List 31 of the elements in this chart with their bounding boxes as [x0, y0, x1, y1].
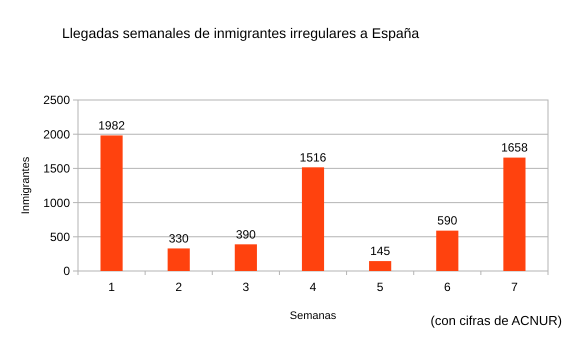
x-axis-title: Semanas [290, 310, 337, 322]
text: (con cifras de ACNUR) [430, 313, 562, 328]
y-tick-label: 1000 [43, 196, 70, 210]
bar [100, 135, 123, 271]
chart-title: Llegadas semanales de inmigrantes irregulares a España [62, 25, 420, 41]
y-tick-label: 0 [63, 264, 70, 278]
data-label: 1658 [501, 140, 528, 155]
data-label: 1982 [98, 118, 126, 132]
y-tick-label: 500 [50, 230, 70, 244]
x-tick-label: 3 [242, 280, 250, 294]
x-tick-label: 7 [511, 280, 518, 294]
data-label: 390 [236, 227, 256, 242]
data-label: 1516 [300, 150, 327, 164]
bar [168, 248, 190, 271]
data-label: 590 [437, 214, 458, 228]
y-tick-label: 2500 [43, 93, 70, 108]
y-tick-label: 1500 [43, 162, 70, 176]
data-label: 145 [370, 244, 390, 258]
y-tick-label: 2000 [43, 127, 70, 142]
data-label: 330 [168, 231, 190, 246]
bar [234, 244, 257, 271]
x-tick-label: 5 [376, 280, 384, 294]
x-tick-label: 6 [444, 280, 451, 294]
y-axis-title: Inmigrantes [20, 156, 32, 214]
bar [302, 167, 324, 271]
bar [436, 230, 458, 271]
x-tick-label: 2 [175, 280, 182, 294]
x-tick-label: 1 [108, 280, 116, 294]
x-tick-label: 4 [310, 280, 317, 294]
bar [369, 261, 392, 271]
bar [503, 158, 526, 271]
